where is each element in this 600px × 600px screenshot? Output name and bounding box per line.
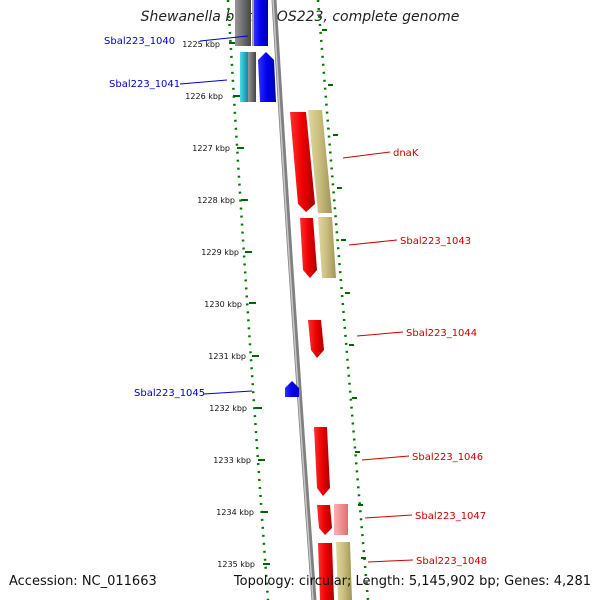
map-title: Shewanella baltica OS223, complete genom… xyxy=(140,9,460,25)
gene-arrow xyxy=(285,381,299,397)
tick-label: 1230 kbp xyxy=(204,300,242,309)
tick-label: 1232 kbp xyxy=(209,404,247,413)
tick-label: 1233 kbp xyxy=(213,456,251,465)
label-connector xyxy=(356,331,404,337)
topology-text: Topology: circular; Length: 5,145,902 bp… xyxy=(233,574,591,589)
reverse-features xyxy=(235,0,299,397)
gene-label-dnak: dnaK xyxy=(393,148,419,159)
tick-label: 1228 kbp xyxy=(197,196,235,205)
label-connector xyxy=(179,79,228,85)
gene-label-sbal223-1048: Sbal223_1048 xyxy=(416,556,487,567)
gene-label-sbal223-1047: Sbal223_1047 xyxy=(415,511,486,522)
label-connector xyxy=(367,559,414,563)
backbone-line xyxy=(271,0,317,600)
cog-bar xyxy=(318,217,336,278)
gene-label-sbal223-1045: Sbal223_1045 xyxy=(134,388,205,399)
gene-arrow xyxy=(300,218,317,278)
tick-label: 1231 kbp xyxy=(208,352,246,361)
cog-bar xyxy=(336,542,352,600)
forward-features xyxy=(290,110,352,600)
tick-label: 1225 kbp xyxy=(182,40,220,49)
gene-block xyxy=(248,52,256,102)
gene-arrow xyxy=(314,427,330,496)
cog-bar xyxy=(334,504,348,535)
gene-block xyxy=(254,0,268,46)
gene-block xyxy=(235,0,251,46)
gene-label-sbal223-1040: Sbal223_1040 xyxy=(104,36,175,47)
gene-block xyxy=(240,52,248,102)
gene-label-sbal223-1044: Sbal223_1044 xyxy=(406,328,477,339)
tick-label: 1234 kbp xyxy=(216,508,254,517)
gene-arrow xyxy=(258,52,276,102)
tick-label: 1235 kbp xyxy=(217,560,255,569)
backbone-highlight xyxy=(272,0,314,600)
label-connector xyxy=(361,455,410,461)
label-connector xyxy=(203,390,253,395)
label-connector xyxy=(348,239,398,246)
cog-bar xyxy=(308,110,332,213)
label-connector xyxy=(364,514,413,519)
gene-label-sbal223-1043: Sbal223_1043 xyxy=(400,236,471,247)
gene-label-sbal223-1046: Sbal223_1046 xyxy=(412,452,483,463)
gene-arrow xyxy=(317,505,332,535)
gene-arrow xyxy=(308,320,324,358)
tick-label: 1226 kbp xyxy=(185,92,223,101)
label-connector xyxy=(199,35,249,42)
tick-label: 1227 kbp xyxy=(192,144,230,153)
gene-arrow xyxy=(318,543,334,600)
gene-arrow xyxy=(290,112,315,212)
label-connector xyxy=(342,151,391,159)
tick-marks xyxy=(229,29,366,565)
gene-label-sbal223-1041: Sbal223_1041 xyxy=(109,79,180,90)
accession-text: Accession: NC_011663 xyxy=(9,574,157,589)
tick-label: 1229 kbp xyxy=(201,248,239,257)
